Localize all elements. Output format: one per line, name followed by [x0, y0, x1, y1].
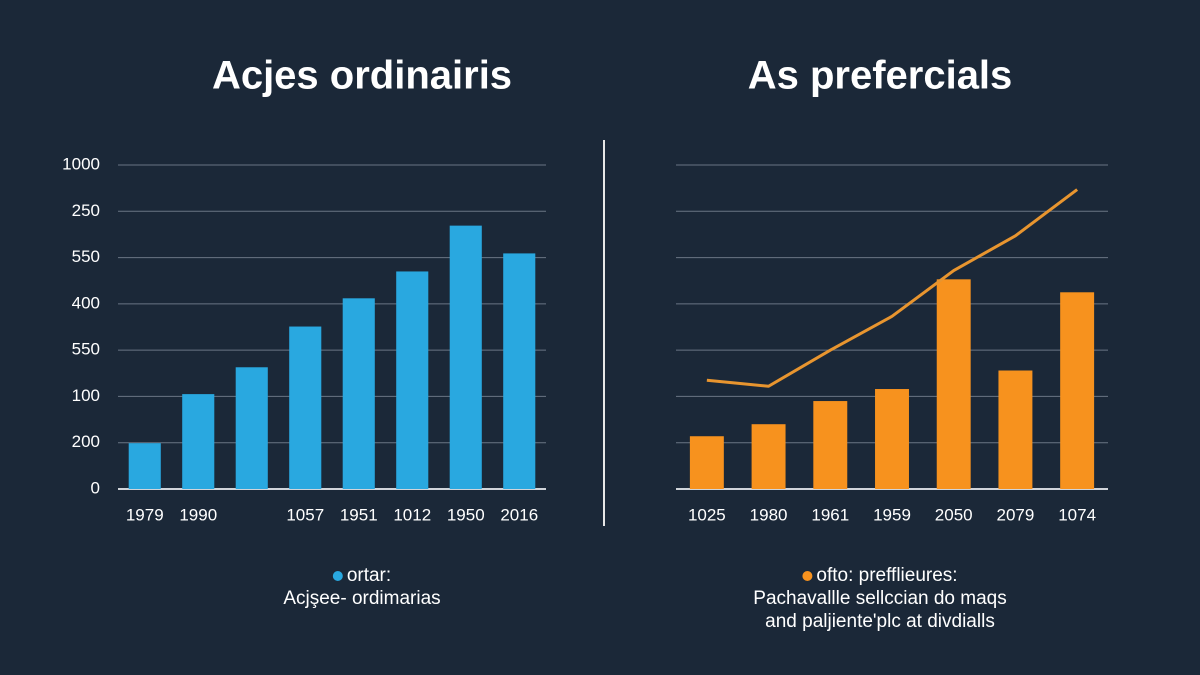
line: [706, 188, 1079, 388]
bar: [342, 298, 375, 489]
y-tick-label: 250: [72, 201, 100, 220]
bar: [998, 370, 1033, 489]
x-tick-label: 1074: [1058, 505, 1096, 524]
x-tick-label: 2050: [935, 505, 973, 524]
legend-marker: [332, 571, 343, 581]
bar: [689, 436, 724, 489]
x-tick-label: 1961: [811, 505, 849, 524]
x-tick-label: 1979: [126, 505, 164, 524]
bar: [182, 394, 215, 489]
bar: [936, 279, 971, 489]
chart-title: Acjes ordinairis: [212, 54, 512, 98]
bar: [128, 443, 161, 489]
legend-note: and paljiente'plc at divdialls: [765, 611, 995, 632]
x-tick-label: 1990: [179, 505, 217, 524]
chart-title: As prefercials: [748, 54, 1013, 98]
x-tick-label: 1980: [750, 505, 788, 524]
bar: [1060, 292, 1095, 489]
bar: [289, 326, 322, 489]
x-tick-label: 1012: [393, 505, 431, 524]
y-tick-label: 0: [91, 478, 100, 497]
y-tick-label: 1000: [62, 154, 100, 173]
x-tick-label: 2079: [997, 505, 1035, 524]
x-tick-label: 1951: [340, 505, 378, 524]
legend-marker: [802, 571, 813, 581]
x-tick-label: 1959: [873, 505, 911, 524]
x-tick-label: 1950: [447, 505, 485, 524]
bar: [875, 389, 909, 489]
x-tick-label: 2016: [500, 505, 538, 524]
legend-note: Acjşee- ordimarias: [283, 588, 440, 609]
y-tick-label: 550: [72, 340, 100, 359]
y-tick-label: 400: [72, 293, 100, 312]
legend-label: ortar:: [347, 565, 391, 586]
x-tick-label: 1025: [688, 505, 726, 524]
bar: [235, 367, 268, 489]
y-tick-label: 100: [72, 386, 100, 405]
bar: [751, 424, 786, 489]
y-tick-label: 550: [72, 247, 100, 266]
legend-note: Pachavallle sellccian do maqs: [753, 588, 1006, 609]
bar: [813, 401, 848, 489]
bar: [449, 225, 482, 490]
bar: [396, 271, 429, 489]
y-tick-label: 200: [72, 432, 100, 451]
legend-label: ofto: prefflieures:: [816, 565, 957, 586]
x-tick-label: 1057: [286, 505, 324, 524]
bar: [503, 253, 536, 489]
